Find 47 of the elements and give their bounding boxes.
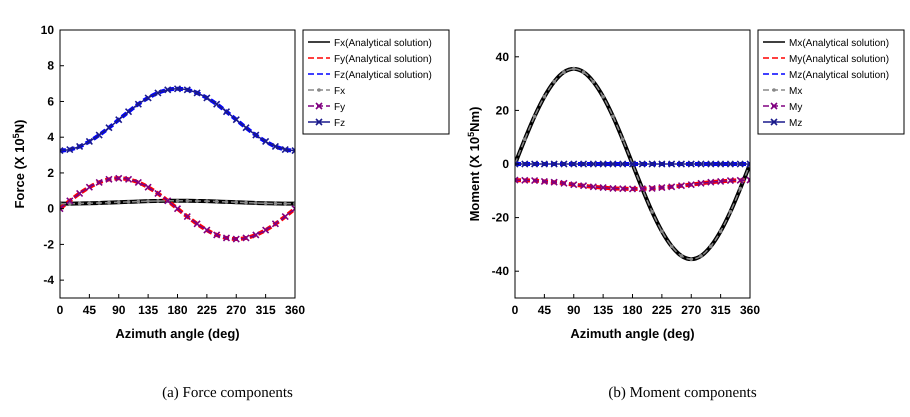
x-tick-label: 360 [740,303,760,317]
legend-label: Mx [789,86,802,97]
legend-label: My [789,102,802,113]
legend-label: Mx(Analytical solution) [789,38,890,49]
x-tick-label: 90 [112,303,126,317]
x-tick-label: 90 [567,303,581,317]
x-tick-label: 180 [622,303,643,317]
legend-label: Fy [334,102,346,113]
y-tick-label: -40 [492,264,510,278]
legend-label: Fz(Analytical solution) [334,70,432,81]
x-tick-label: 180 [167,303,188,317]
legend-label: Mz [789,118,802,129]
legend-label: My(Analytical solution) [789,54,890,65]
legend-label: Fx(Analytical solution) [334,38,432,49]
x-tick-label: 0 [56,303,64,317]
x-axis-title: Azimuth angle (deg) [570,326,695,341]
x-tick-label: 225 [196,303,218,317]
y-tick-label: 20 [496,103,510,118]
x-tick-label: 270 [681,303,702,317]
x-tick-label: 45 [82,303,96,317]
y-tick-label: 10 [40,23,54,37]
y-tick-label: 0 [502,157,510,171]
x-tick-label: 0 [512,303,519,317]
y-tick-label: -4 [43,273,54,288]
x-tick-label: 315 [710,303,731,317]
y-tick-label: -2 [43,237,54,252]
x-tick-label: 135 [138,303,158,317]
y-tick-label: 6 [47,94,54,108]
y-tick-label: 4 [47,130,54,144]
x-tick-label: 45 [538,303,552,317]
y-tick-label: 0 [47,202,54,216]
y-tick-label: 8 [47,58,54,73]
legend-label: Fy(Analytical solution) [334,54,432,65]
legend-label: Fx [334,86,346,97]
x-tick-label: 315 [256,303,276,317]
x-axis-title: Azimuth angle (deg) [115,326,240,341]
x-tick-label: 225 [652,303,672,317]
x-tick-label: 270 [226,303,247,317]
y-tick-label: -20 [492,210,510,225]
x-tick-label: 135 [593,303,614,317]
legend-label: Fz [334,118,346,129]
y-tick-label: 40 [496,50,510,64]
legend-label: Mz(Analytical solution) [789,70,890,81]
y-tick-label: 2 [47,166,54,180]
x-tick-label: 360 [284,303,306,317]
text: (b) Moment components [608,385,757,401]
text: (a) Force components [162,385,294,401]
